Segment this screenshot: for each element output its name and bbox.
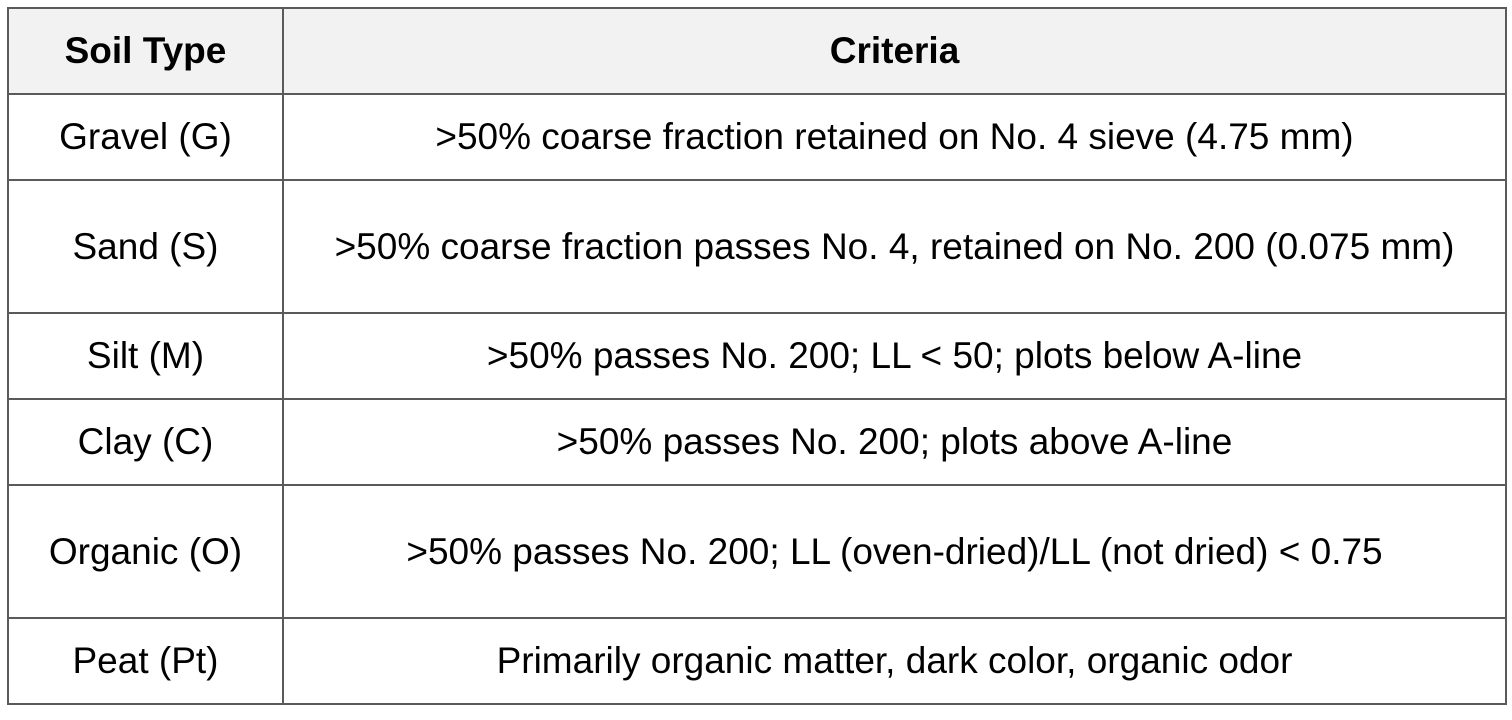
- criteria-cell: >50% coarse fraction retained on No. 4 s…: [282, 93, 1507, 181]
- criteria-cell: >50% passes No. 200; plots above A-line: [282, 398, 1507, 486]
- header-criteria: Criteria: [282, 7, 1507, 95]
- soil-type-cell: Sand (S): [7, 179, 284, 314]
- table-row: Peat (Pt) Primarily organic matter, dark…: [7, 617, 1507, 705]
- table-row: Silt (M) >50% passes No. 200; LL < 50; p…: [7, 312, 1507, 400]
- table-header-row: Soil Type Criteria: [7, 7, 1507, 95]
- criteria-cell: >50% passes No. 200; LL (oven-dried)/LL …: [282, 484, 1507, 619]
- criteria-cell: >50% coarse fraction passes No. 4, retai…: [282, 179, 1507, 314]
- criteria-cell: Primarily organic matter, dark color, or…: [282, 617, 1507, 705]
- table-row: Organic (O) >50% passes No. 200; LL (ove…: [7, 484, 1507, 619]
- soil-type-cell: Organic (O): [7, 484, 284, 619]
- soil-type-cell: Gravel (G): [7, 93, 284, 181]
- table-row: Gravel (G) >50% coarse fraction retained…: [7, 93, 1507, 181]
- soil-type-cell: Clay (C): [7, 398, 284, 486]
- criteria-cell: >50% passes No. 200; LL < 50; plots belo…: [282, 312, 1507, 400]
- table-row: Sand (S) >50% coarse fraction passes No.…: [7, 179, 1507, 314]
- soil-type-cell: Peat (Pt): [7, 617, 284, 705]
- table-row: Clay (C) >50% passes No. 200; plots abov…: [7, 398, 1507, 486]
- soil-type-cell: Silt (M): [7, 312, 284, 400]
- header-soil-type: Soil Type: [7, 7, 284, 95]
- soil-classification-table: Soil Type Criteria Gravel (G) >50% coars…: [7, 7, 1507, 705]
